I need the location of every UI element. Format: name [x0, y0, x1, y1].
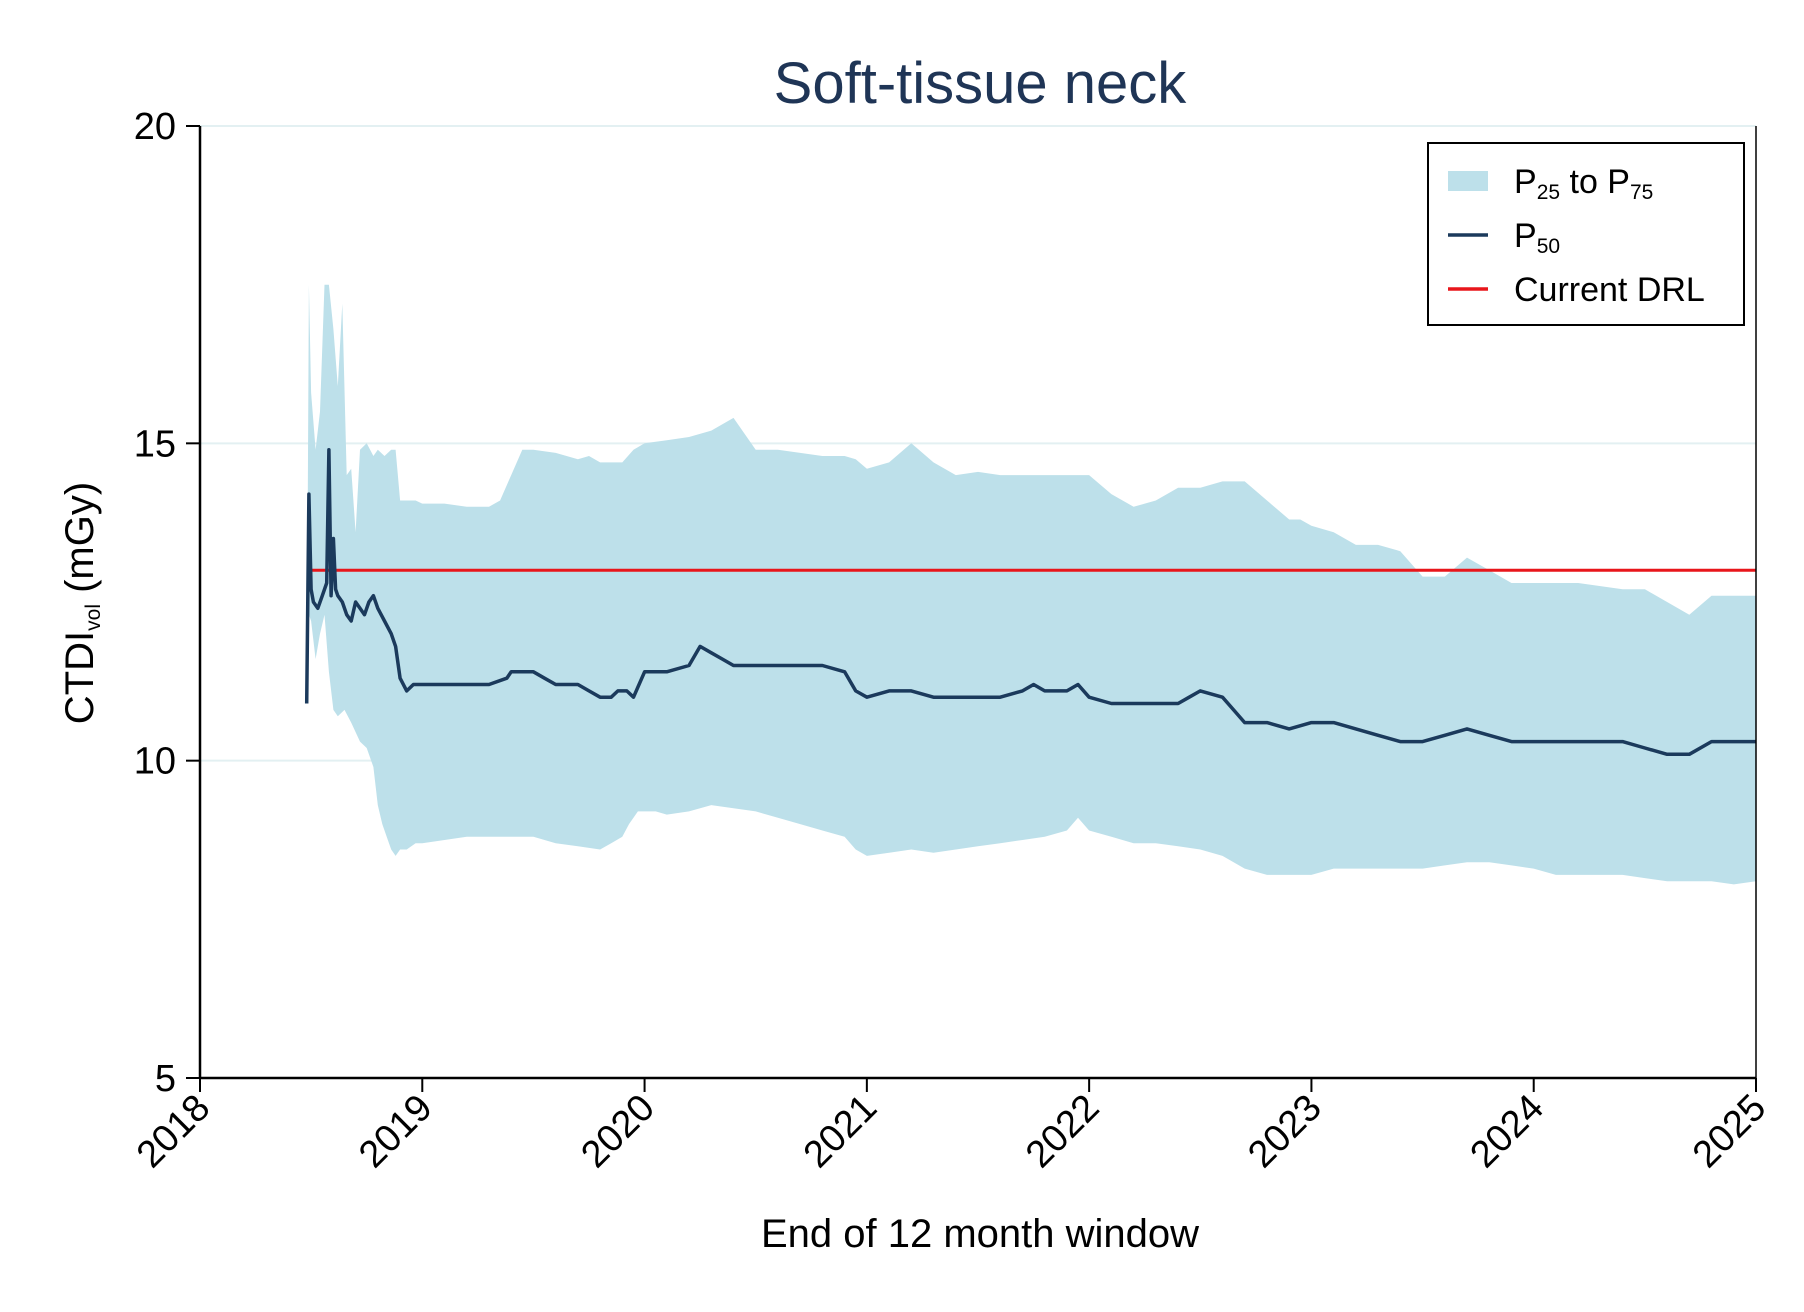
x-axis-label: End of 12 month window: [761, 1212, 1199, 1256]
x-tick-label: 2018: [129, 1087, 218, 1176]
x-tick-label: 2025: [1685, 1087, 1774, 1176]
x-tick-label: 2020: [573, 1087, 662, 1176]
y-axis-label: CTDIvol (mGy): [58, 482, 105, 724]
y-axis-label-unit: (mGy): [58, 482, 102, 604]
y-axis-ticks: 5 10 15 20: [134, 106, 200, 1100]
p50-line: [304, 447, 1756, 757]
x-tick-label: 2019: [351, 1087, 440, 1176]
chart-title: Soft-tissue neck: [774, 51, 1188, 116]
legend-label: P50: [1514, 217, 1560, 258]
y-axis-label-subscript: vol: [82, 604, 105, 631]
x-tick-label: 2023: [1240, 1087, 1329, 1176]
legend-swatch-band: [1448, 171, 1488, 191]
x-axis-ticks: 2018 2019 2020 2021 2022 2023 2024 2025: [129, 1078, 1774, 1176]
legend-label: P25 to P75: [1514, 163, 1653, 204]
legend-label: Current DRL: [1514, 271, 1705, 309]
y-tick-label: 5: [155, 1058, 176, 1100]
x-tick-label: 2024: [1463, 1087, 1552, 1176]
plot-axes: [198, 126, 1757, 1080]
legend: P25 to P75 P50 Current DRL: [1427, 142, 1745, 326]
y-axis-label-main: CTDI: [58, 631, 102, 724]
y-tick-label: 15: [134, 423, 176, 465]
y-tick-label: 10: [134, 741, 176, 783]
x-tick-label: 2021: [796, 1087, 885, 1176]
p25-p75-band: [306, 284, 1757, 885]
x-tick-label: 2022: [1018, 1087, 1107, 1176]
y-tick-label: 20: [134, 106, 176, 148]
